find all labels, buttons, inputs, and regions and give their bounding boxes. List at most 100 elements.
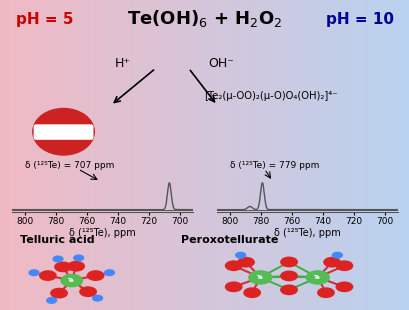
Text: Te: Te — [256, 275, 263, 280]
Bar — [270, 0, 272, 310]
Bar — [241, 0, 243, 310]
Bar — [198, 0, 200, 310]
Bar — [256, 0, 258, 310]
Bar — [168, 0, 170, 310]
Bar — [25, 0, 27, 310]
Bar — [139, 0, 141, 310]
Text: pH = 5: pH = 5 — [16, 12, 74, 27]
Text: OH⁻: OH⁻ — [208, 57, 234, 70]
Bar — [378, 0, 380, 310]
Text: Peroxotellurate: Peroxotellurate — [180, 235, 278, 245]
Bar — [78, 0, 80, 310]
Bar — [170, 0, 172, 310]
Bar — [110, 0, 112, 310]
X-axis label: δ (¹²⁵Te), ppm: δ (¹²⁵Te), ppm — [274, 228, 340, 238]
Bar — [307, 0, 309, 310]
Bar — [104, 0, 106, 310]
Text: pH = 10: pH = 10 — [325, 12, 393, 27]
Bar — [278, 0, 280, 310]
FancyBboxPatch shape — [34, 124, 93, 140]
Bar — [133, 0, 135, 310]
Bar — [374, 0, 376, 310]
Bar — [57, 0, 59, 310]
Bar — [90, 0, 92, 310]
Ellipse shape — [248, 271, 271, 284]
Bar — [162, 0, 164, 310]
Bar — [288, 0, 290, 310]
Bar — [299, 0, 301, 310]
Ellipse shape — [225, 282, 241, 291]
Bar — [354, 0, 356, 310]
Ellipse shape — [317, 288, 333, 297]
Bar — [22, 0, 25, 310]
Bar — [145, 0, 147, 310]
Bar — [117, 0, 119, 310]
Bar — [319, 0, 321, 310]
Bar — [188, 0, 190, 310]
Ellipse shape — [55, 262, 71, 272]
Bar — [309, 0, 311, 310]
Ellipse shape — [61, 274, 82, 287]
Bar — [155, 0, 157, 310]
Bar — [119, 0, 121, 310]
Bar — [211, 0, 213, 310]
Bar — [213, 0, 215, 310]
Bar — [153, 0, 155, 310]
Bar — [51, 0, 53, 310]
Ellipse shape — [243, 288, 260, 297]
Bar — [131, 0, 133, 310]
Bar — [127, 0, 129, 310]
Ellipse shape — [29, 270, 39, 276]
Text: δ (¹²⁵Te) = 707 ppm: δ (¹²⁵Te) = 707 ppm — [25, 161, 114, 171]
Bar — [123, 0, 125, 310]
Bar — [166, 0, 168, 310]
Bar — [395, 0, 397, 310]
Bar — [268, 0, 270, 310]
Bar — [397, 0, 399, 310]
Bar — [10, 0, 12, 310]
Bar — [14, 0, 16, 310]
Ellipse shape — [51, 288, 67, 298]
Bar — [217, 0, 219, 310]
Bar — [72, 0, 74, 310]
Bar — [335, 0, 337, 310]
Ellipse shape — [92, 295, 102, 301]
Bar — [252, 0, 254, 310]
Bar — [86, 0, 88, 310]
Bar — [370, 0, 372, 310]
Bar — [391, 0, 393, 310]
Bar — [92, 0, 94, 310]
Bar — [225, 0, 227, 310]
Bar — [297, 0, 299, 310]
Bar — [98, 0, 100, 310]
Bar — [59, 0, 61, 310]
Ellipse shape — [47, 298, 56, 303]
Bar — [204, 0, 207, 310]
Bar — [207, 0, 209, 310]
Bar — [266, 0, 268, 310]
Bar — [403, 0, 405, 310]
Bar — [209, 0, 211, 310]
Bar — [235, 0, 237, 310]
Bar — [129, 0, 131, 310]
Bar — [147, 0, 149, 310]
Bar — [380, 0, 382, 310]
Bar — [76, 0, 78, 310]
Bar — [223, 0, 225, 310]
Bar — [63, 0, 65, 310]
Ellipse shape — [237, 258, 254, 267]
Bar — [346, 0, 348, 310]
Bar — [352, 0, 354, 310]
Ellipse shape — [306, 271, 328, 284]
Bar — [80, 0, 82, 310]
Bar — [29, 0, 31, 310]
Bar — [108, 0, 110, 310]
Bar — [317, 0, 319, 310]
Bar — [160, 0, 162, 310]
Bar — [121, 0, 123, 310]
Bar — [135, 0, 137, 310]
Bar — [143, 0, 145, 310]
Bar — [327, 0, 329, 310]
Bar — [196, 0, 198, 310]
Bar — [33, 0, 35, 310]
